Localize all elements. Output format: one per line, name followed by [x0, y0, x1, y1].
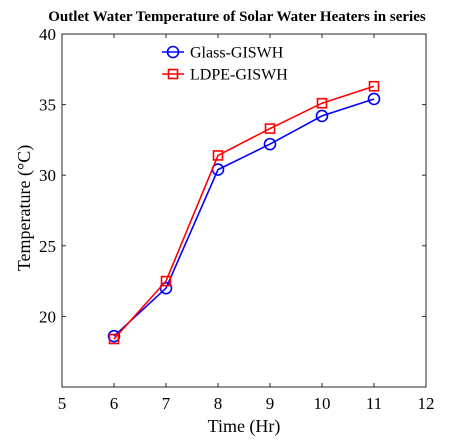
x-tick-label: 9 — [266, 394, 275, 413]
x-tick-label: 7 — [162, 394, 171, 413]
x-tick-label: 11 — [366, 394, 382, 413]
y-tick-label: 20 — [39, 307, 56, 326]
data-point — [160, 275, 172, 287]
y-tick-label: 35 — [39, 96, 56, 115]
plot-area: 5 6 7 8 9 10 11 12 20 25 30 35 40 — [39, 25, 435, 413]
chart-title: Outlet Water Temperature of Solar Water … — [48, 9, 426, 25]
y-axis-label: Temperature (°C) — [14, 145, 35, 271]
x-tick-label: 8 — [214, 394, 223, 413]
x-tick-label: 5 — [58, 394, 67, 413]
y-tick-label: 40 — [39, 25, 56, 44]
data-point — [107, 329, 121, 343]
y-tick-label: 25 — [39, 237, 56, 256]
series-line-1 — [113, 85, 375, 340]
data-point — [108, 333, 120, 345]
x-axis-label: Time (Hr) — [208, 416, 281, 437]
legend-marker-0 — [166, 45, 180, 59]
x-tick-label: 6 — [110, 394, 119, 413]
x-tick-label: 12 — [418, 394, 435, 413]
data-point — [263, 137, 277, 151]
legend-label-0: Glass-GISWH — [190, 45, 284, 62]
series-line-0 — [113, 98, 375, 337]
plot-frame — [61, 33, 427, 388]
data-point — [367, 92, 381, 106]
y-tick-label: 30 — [39, 166, 56, 185]
data-point — [316, 97, 328, 109]
x-tick-label: 10 — [314, 394, 331, 413]
legend: Glass-GISWH LDPE-GISWH — [162, 45, 288, 84]
legend-label-1: LDPE-GISWH — [190, 67, 288, 84]
data-point — [315, 109, 329, 123]
data-point — [368, 80, 380, 92]
data-point — [212, 150, 224, 161]
legend-marker-1 — [167, 68, 179, 80]
data-point — [264, 123, 276, 134]
